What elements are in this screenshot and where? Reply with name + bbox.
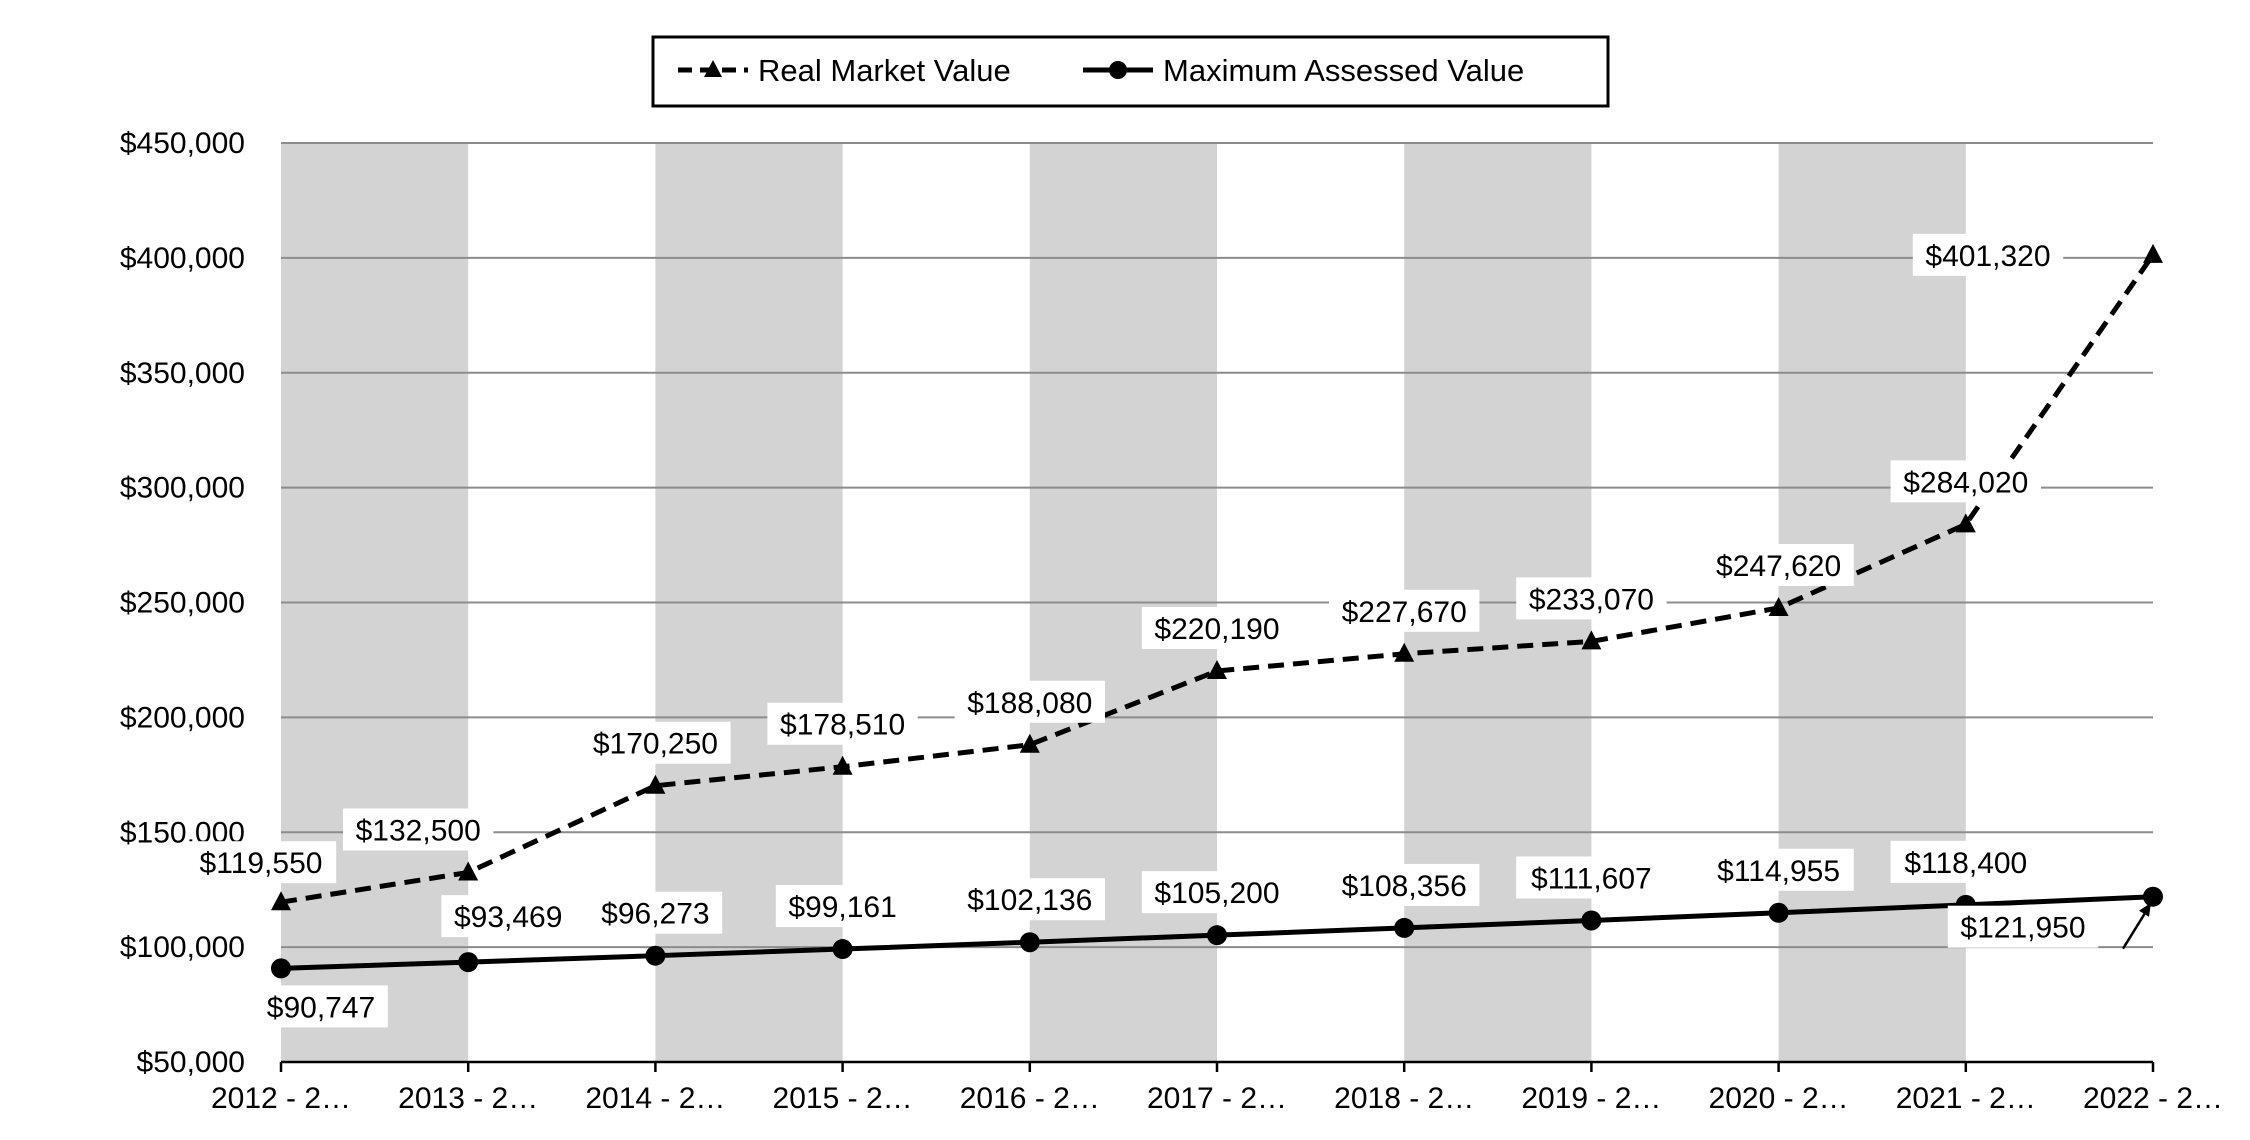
x-tick-label: 2019 - 2… [1521, 1082, 1661, 1115]
rmv-point-marker [1394, 642, 1415, 662]
leader-arrow-icon [2139, 902, 2151, 917]
mav-data-label: $99,161 [788, 891, 896, 924]
y-axis: $50,000$100,000$150,000$200,000$250,000$… [120, 127, 245, 1079]
mav-data-label: $118,400 [1904, 847, 2027, 880]
rmv-label-bg [580, 721, 731, 764]
mav-point-marker [1768, 902, 1789, 923]
rmv-point-marker [458, 861, 479, 881]
rmv-data-label: $119,550 [200, 847, 323, 880]
rmv-point-marker [1581, 630, 1602, 650]
rmv-data-label: $247,620 [1716, 550, 1841, 583]
mav-label-bg [1890, 840, 2041, 883]
mav-label-bg [588, 891, 723, 934]
mav-label-bg [1516, 856, 1667, 899]
mav-point-marker [1394, 917, 1415, 938]
mav-data-label: $121,950 [1960, 912, 2085, 945]
mav-data-label: $105,200 [1154, 877, 1279, 910]
rmv-data-label: $233,070 [1529, 583, 1654, 616]
x-tick-label: 2016 - 2… [960, 1082, 1100, 1115]
rmv-label-bg [1890, 460, 2041, 503]
mav-label-bg [441, 895, 575, 938]
data-labels: $119,550 $132,500 $170,250 $178,510 $188,080… [185, 233, 2151, 1028]
mav-point-marker [458, 952, 479, 973]
y-tick-label: $350,000 [120, 357, 245, 390]
rmv-data-label: $284,020 [1903, 466, 2028, 499]
y-tick-label: $250,000 [120, 587, 245, 620]
rmv-data-label: $220,190 [1154, 613, 1279, 646]
mav-label-bg [954, 878, 1105, 921]
rmv-point-marker [645, 774, 666, 794]
rmv-data-label: $132,500 [356, 814, 481, 847]
rmv-point-marker [832, 755, 853, 775]
rmv-label-bg [1516, 577, 1667, 620]
rmv-label-bg [185, 841, 337, 884]
x-axis: 2012 - 2… 2013 - 2… 2014 - 2… 2015 - 2… 2016… [211, 1060, 2223, 1115]
legend: Real Market Value Maximum Assessed Value [651, 35, 1610, 108]
rmv-point-marker [2143, 243, 2163, 263]
rmv-data-label: $170,250 [593, 728, 718, 761]
rmv-data-label: $178,510 [780, 709, 905, 742]
gridlines [281, 142, 2153, 949]
rmv-label-bg [1703, 543, 1854, 586]
mav-label-bg [1703, 848, 1854, 891]
legend-rmv-label: Real Market Value [758, 53, 1011, 88]
mav-label-bg [775, 885, 910, 928]
mav-data-label: $114,955 [1717, 855, 1840, 888]
rmv-point-marker [1768, 596, 1789, 616]
mav-point-marker [2143, 886, 2163, 907]
y-tick-label: $300,000 [120, 472, 245, 505]
mav-point-marker [832, 939, 853, 960]
rmv-label-bg [1329, 589, 1480, 632]
y-tick-label: $200,000 [120, 701, 245, 734]
legend-rmv-marker-icon [704, 60, 722, 77]
rmv-point-marker [271, 891, 291, 911]
rmv-data-label: $227,670 [1342, 596, 1467, 629]
mav-data-label: $93,469 [454, 901, 562, 934]
mav-label-bg [254, 985, 388, 1028]
rmv-label-bg [343, 808, 494, 851]
legend-mav-label: Maximum Assessed Value [1163, 53, 1524, 88]
x-tick-label: 2013 - 2… [398, 1082, 538, 1115]
x-tick-label: 2017 - 2… [1147, 1082, 1287, 1115]
rmv-label-bg [767, 702, 918, 745]
x-tick-label: 2022 - 2… [2083, 1082, 2223, 1115]
rmv-label-bg [1912, 233, 2064, 276]
x-tick-label: 2012 - 2… [211, 1082, 351, 1115]
mav-point-marker [1207, 925, 1227, 946]
mav-label-bg [1329, 863, 1480, 906]
y-tick-label: $100,000 [120, 931, 245, 964]
mav-data-label: $102,136 [967, 884, 1092, 917]
mav-point-marker [1581, 910, 1602, 931]
y-tick-label: $450,000 [120, 127, 245, 160]
y-tick-label: $50,000 [137, 1046, 245, 1079]
mav-point-marker [1019, 932, 1040, 953]
x-tick-label: 2015 - 2… [773, 1082, 913, 1115]
rmv-label-bg [1141, 606, 1293, 649]
rmv-point-marker [1955, 513, 1976, 533]
rmv-data-label: $188,080 [967, 687, 1092, 720]
y-tick-label: $400,000 [120, 242, 245, 275]
x-tick-label: 2021 - 2… [1896, 1082, 2036, 1115]
rmv-label-bg [954, 680, 1105, 723]
mav-label-bg [1141, 871, 1293, 914]
mav-data-label: $90,747 [267, 991, 375, 1024]
x-tick-label: 2018 - 2… [1334, 1082, 1474, 1115]
legend-mav-marker-icon [1109, 61, 1127, 79]
mav-point-marker [645, 945, 666, 966]
mav-point-marker [271, 958, 291, 979]
x-tick-label: 2020 - 2… [1709, 1082, 1849, 1115]
mav-data-label: $111,607 [1531, 862, 1652, 895]
rmv-point-marker [1207, 659, 1227, 679]
rmv-data-label: $401,320 [1925, 240, 2050, 273]
x-tick-label: 2014 - 2… [585, 1082, 725, 1115]
mav-data-label: $108,356 [1342, 870, 1467, 903]
mav-label-bg [1947, 905, 2099, 948]
mav-data-label: $96,273 [601, 898, 709, 931]
rmv-point-marker [1019, 733, 1040, 753]
